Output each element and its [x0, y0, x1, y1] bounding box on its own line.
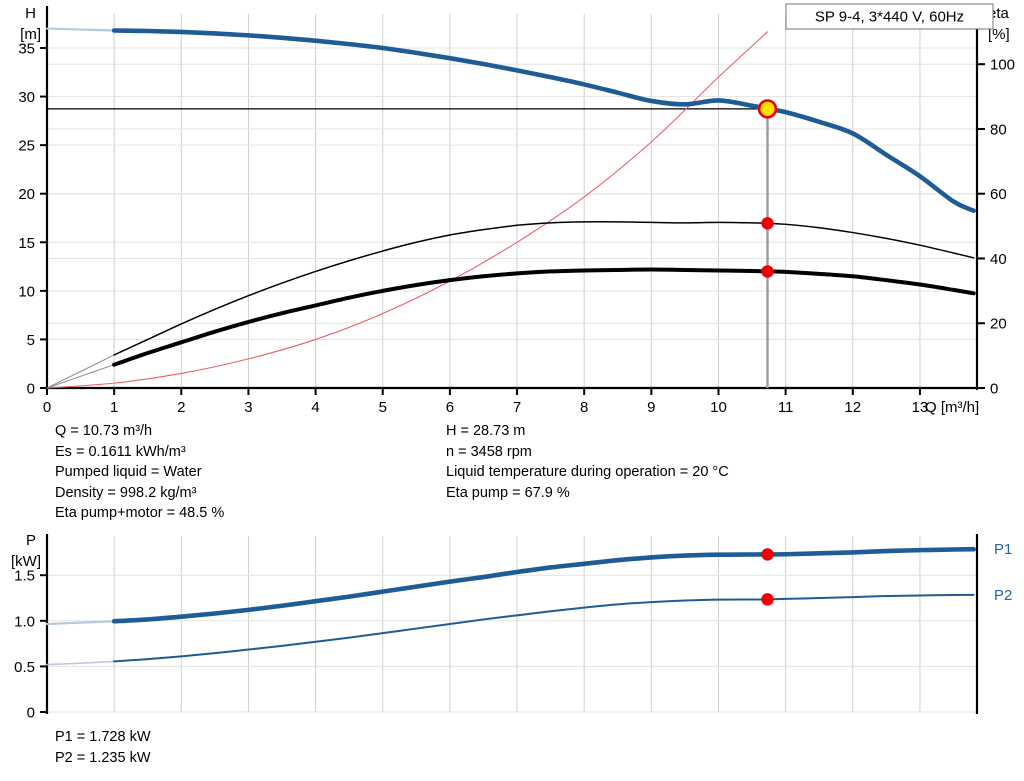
info-left-line-4: Eta pump+motor = 48.5 %	[55, 505, 225, 521]
head-xtick-label: 12	[844, 399, 861, 416]
axes	[45, 534, 979, 714]
eta-ytick-label: 20	[990, 316, 1007, 333]
info-left-line-2: Pumped liquid = Water	[55, 464, 202, 480]
power-ytick-label: 1.0	[14, 613, 35, 630]
head-xtick-label: 11	[778, 399, 794, 416]
head-xtick-label: 0	[43, 399, 51, 416]
axes	[45, 6, 979, 390]
head-ytick-label: 25	[18, 138, 35, 155]
head-xtick-label: 6	[446, 399, 454, 416]
info-right-line-3: Eta pump = 67.9 %	[446, 484, 570, 501]
y-left-title-h: H	[25, 5, 36, 22]
eta-ytick-label: 80	[990, 121, 1007, 138]
power-curve-P2	[46, 593, 975, 666]
info-bottom-column: P1 = 1.728 kW P2 = 1.235 kW	[55, 727, 151, 768]
head-ytick-label: 20	[18, 186, 35, 203]
series-label-p1: P1	[994, 541, 1012, 558]
head-ytick-label: 5	[27, 332, 35, 349]
eta-ytick-label: 100	[990, 57, 1015, 74]
series-label-p2: P2	[994, 587, 1012, 604]
info-bottom-line-0: P1 = 1.728 kW	[55, 729, 151, 745]
y-right-title-unit: [%]	[988, 26, 1010, 43]
eta-ytick-label: 60	[990, 186, 1007, 203]
head-xtick-label: 3	[244, 399, 252, 416]
marker-upper-black[interactable]	[761, 217, 774, 230]
gridlines	[47, 536, 977, 713]
head-ytick-label: 35	[18, 41, 35, 58]
power-y-title-unit: [kW]	[11, 553, 41, 570]
info-left-line-0: Q = 10.73 m³/h	[55, 423, 153, 439]
info-left-line-3: Density = 998.2 kg/m³	[55, 484, 197, 501]
power-ytick-label: 0.5	[14, 659, 35, 676]
head-xtick-label: 13	[912, 399, 929, 416]
info-right-line-0: H = 28.73 m	[446, 423, 526, 439]
head-xtick-label: 2	[177, 399, 185, 416]
head-xtick-label: 7	[513, 399, 521, 416]
head-xtick-label: 4	[311, 399, 319, 416]
head-ytick-label: 0	[27, 381, 35, 398]
info-right-line-1: n = 3458 rpm	[446, 443, 532, 460]
head-xtick-label: 8	[580, 399, 588, 416]
gridlines	[47, 14, 977, 388]
info-right-column: H = 28.73 m n = 3458 rpm Liquid temperat…	[446, 421, 729, 503]
curve-thin-black-2	[46, 221, 975, 389]
curve-thick-black-3	[46, 267, 976, 389]
head-xtick-label: 1	[110, 399, 118, 416]
eta-ytick-label: 0	[990, 381, 998, 398]
title-box: SP 9-4, 3*440 V, 60Hz	[785, 3, 994, 30]
info-right-line-2: Liquid temperature during operation = 20…	[446, 464, 729, 480]
duty-point-guidelines	[47, 108, 769, 388]
duty-point[interactable]	[757, 99, 778, 119]
marker-p1[interactable]	[761, 548, 774, 561]
power-curve-P1	[45, 546, 976, 626]
power-ytick-label: 0	[27, 705, 35, 722]
curve-thin-red-1	[46, 31, 769, 389]
x-axis-title-q: Q [m³/h]	[925, 399, 979, 416]
head-ytick-label: 15	[18, 235, 35, 252]
info-left-column: Q = 10.73 m³/h Es = 0.1611 kWh/m³ Pumped…	[55, 421, 224, 524]
marker-lower-black[interactable]	[761, 265, 774, 278]
tick-labels: 0 0.5 1.0 1.5	[14, 568, 48, 722]
title-box-label: SP 9-4, 3*440 V, 60Hz	[815, 9, 964, 26]
curve-thick-blue-0	[45, 27, 976, 214]
power-y-title-p: P	[26, 532, 36, 549]
power-ytick-label: 1.5	[14, 568, 35, 585]
marker-p2[interactable]	[761, 593, 774, 606]
y-left-title-unit: [m]	[20, 26, 41, 43]
head-xtick-label: 5	[379, 399, 387, 416]
power-chart: 0 0.5 1.0 1.5 P [kW] P1 P2	[11, 532, 1012, 722]
head-xtick-label: 10	[710, 399, 727, 416]
head-ytick-label: 30	[18, 89, 35, 106]
eta-ytick-label: 40	[990, 251, 1007, 268]
head-xtick-label: 9	[647, 399, 655, 416]
info-left-line-1: Es = 0.1611 kWh/m³	[55, 443, 186, 460]
head-ytick-label: 10	[18, 283, 35, 300]
info-bottom-line-1: P2 = 1.235 kW	[55, 749, 151, 766]
